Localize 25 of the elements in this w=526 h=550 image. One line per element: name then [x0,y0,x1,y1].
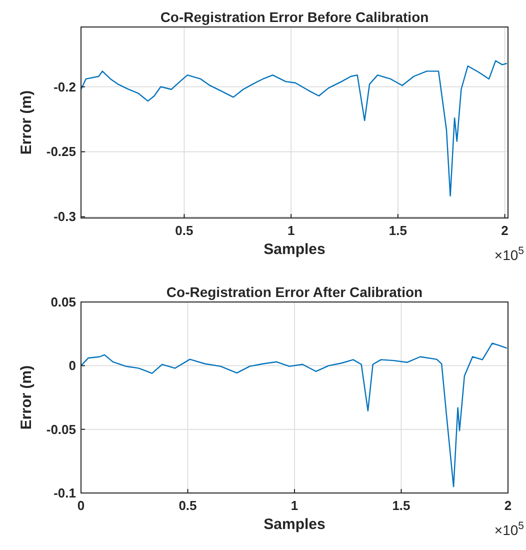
chart-title: Co-Registration Error After Calibration [166,284,423,300]
x-tick-label: 1 [290,498,298,513]
y-tick-label: 0.05 [50,294,76,310]
y-tick-label: 0 [68,358,76,374]
x-tick-label: 0.5 [178,498,197,513]
chart-title: Co-Registration Error Before Calibration [160,9,429,25]
text: ×10$^{5}$ [494,245,524,263]
y-tick-label: -0.3 [54,209,76,224]
y-tick-label: -0.2 [54,79,76,94]
line-series [81,60,508,197]
y-axis-title: Error (m) [18,90,35,155]
y-tick-label: -0.1 [54,486,76,500]
x-axis-title: Samples [264,241,326,258]
x-tick-label: 2 [501,223,508,238]
x-tick-label: 0.5 [175,223,194,238]
text: ×10$^{5}$ [494,520,524,538]
x-tick-label: 1.5 [388,223,407,238]
x-tick-label: 1.5 [392,498,410,513]
x-tick-label: 1 [287,223,295,238]
y-tick-label: -0.05 [46,422,76,437]
line-series [81,342,508,488]
y-axis-title: Error (m) [18,365,35,430]
x-tick-label: 2 [504,498,512,513]
x-axis-title: Samples [264,516,326,533]
y-tick-label: -0.25 [46,144,76,160]
